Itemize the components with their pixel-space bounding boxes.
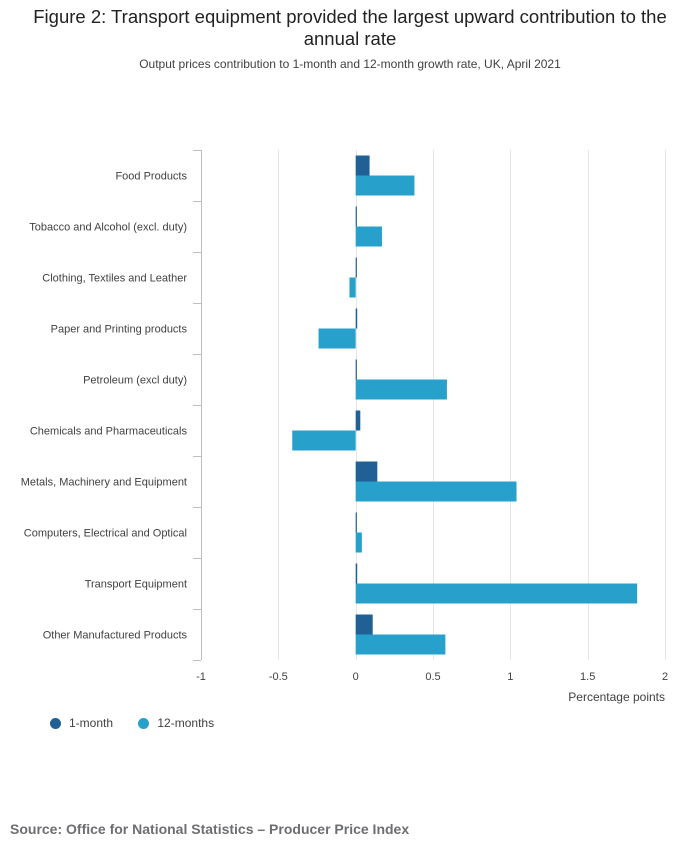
chart-title: Figure 2: Transport equipment provided t… bbox=[33, 6, 667, 49]
category-label: Clothing, Textiles and Leather bbox=[42, 273, 187, 285]
bar-1-month bbox=[355, 461, 378, 482]
category-label: Paper and Printing products bbox=[51, 324, 188, 336]
bar-12-months bbox=[355, 634, 446, 655]
bar-1-month bbox=[355, 359, 357, 380]
category-label: Tobacco and Alcohol (excl. duty) bbox=[29, 222, 187, 234]
category-label: Food Products bbox=[115, 171, 187, 183]
x-tick-label: 0.5 bbox=[425, 671, 440, 683]
legend-item-12-months[interactable]: 12-months bbox=[138, 716, 214, 730]
bar-1-month bbox=[355, 512, 357, 533]
bar-12-months bbox=[355, 532, 362, 553]
bar-12-months bbox=[355, 175, 415, 196]
bar-1-month bbox=[355, 563, 358, 584]
bar-12-months bbox=[355, 226, 382, 247]
chart-subtitle: Output prices contribution to 1-month an… bbox=[139, 57, 561, 71]
bar-1-month bbox=[355, 257, 357, 278]
bar-12-months bbox=[318, 328, 356, 349]
bar-12-months bbox=[292, 430, 356, 451]
bar-12-months bbox=[355, 481, 517, 502]
legend-swatch-12-months bbox=[138, 717, 150, 729]
bar-1-month bbox=[355, 308, 358, 329]
category-label: Computers, Electrical and Optical bbox=[24, 528, 187, 540]
x-tick-label: -1 bbox=[196, 671, 206, 683]
x-tick-label: 0 bbox=[353, 671, 359, 683]
bar-12-months bbox=[349, 277, 356, 298]
category-label: Chemicals and Pharmaceuticals bbox=[30, 426, 188, 438]
category-label: Metals, Machinery and Equipment bbox=[21, 477, 187, 489]
legend: 1-month 12-months bbox=[50, 716, 236, 732]
bar-1-month bbox=[355, 206, 357, 227]
bar-12-months bbox=[355, 583, 638, 604]
category-label: Other Manufactured Products bbox=[43, 630, 188, 642]
bar-chart: Food Products Tobacco and Alcohol (excl. … bbox=[21, 150, 668, 704]
legend-label-1-month: 1-month bbox=[69, 716, 114, 730]
legend-item-1-month[interactable]: 1-month bbox=[50, 716, 113, 730]
x-tick-label: 2 bbox=[662, 671, 668, 683]
category-label: Petroleum (excl duty) bbox=[83, 375, 187, 387]
legend-label-12-months: 12-months bbox=[157, 716, 215, 730]
bar-1-month bbox=[355, 155, 370, 176]
x-tick-label: -0.5 bbox=[269, 671, 288, 683]
legend-swatch-1-month bbox=[50, 717, 61, 729]
x-tick-label: 1 bbox=[507, 671, 513, 683]
source-note: Source: Office for National Statistics –… bbox=[10, 821, 410, 837]
bar-12-months bbox=[355, 379, 447, 400]
bar-1-month bbox=[355, 614, 373, 635]
bar-1-month bbox=[355, 410, 361, 431]
x-tick-label: 1.5 bbox=[580, 671, 595, 683]
x-axis-title: Percentage points bbox=[568, 690, 665, 704]
category-label: Transport Equipment bbox=[85, 579, 187, 591]
